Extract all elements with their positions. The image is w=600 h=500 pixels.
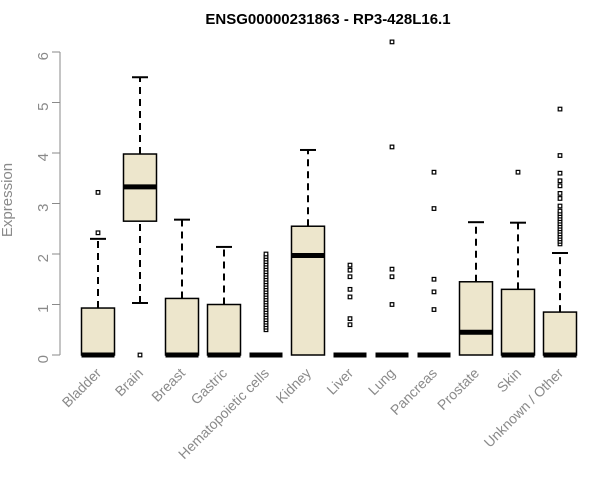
outlier-point — [95, 189, 101, 195]
outlier-point — [557, 153, 563, 158]
outlier-point — [389, 266, 395, 272]
outlier-point — [557, 106, 563, 112]
y-tick-label: 3 — [35, 204, 52, 212]
x-tick-label: Skin — [494, 365, 525, 396]
x-tick-label: Kidney — [273, 365, 315, 407]
box-rect — [80, 307, 116, 356]
outlier-point — [347, 322, 353, 328]
box-rect — [164, 297, 200, 356]
box-rect — [458, 281, 494, 356]
x-tick-label: Lung — [365, 365, 398, 398]
outlier-point — [557, 196, 563, 201]
outlier-point — [557, 170, 563, 176]
box-11 — [542, 106, 578, 358]
x-tick-label: Brain — [112, 365, 146, 399]
x-tick-label: Pancreas — [387, 365, 440, 418]
box-8 — [417, 169, 451, 358]
outlier-point — [389, 144, 395, 150]
outlier-point — [347, 274, 353, 280]
box-rect — [500, 288, 536, 356]
outlier-point — [347, 267, 353, 273]
y-axis: 0 1 2 3 4 5 6 — [35, 51, 61, 363]
box-rect — [290, 225, 326, 356]
outlier-point — [389, 39, 395, 45]
x-tick-label: Prostate — [434, 365, 482, 413]
outlier-point — [515, 169, 521, 175]
outlier-point — [263, 251, 269, 257]
box-6 — [333, 262, 367, 358]
y-tick-label: 4 — [35, 153, 52, 161]
outlier-point — [347, 286, 353, 292]
box-group — [80, 39, 578, 358]
box-3 — [206, 245, 242, 358]
outlier-point — [431, 169, 437, 175]
y-tick-label: 5 — [35, 103, 52, 111]
outlier-point — [557, 178, 563, 184]
outlier-point — [347, 316, 353, 322]
y-tick-label: 6 — [35, 52, 52, 60]
box-rect — [542, 311, 578, 356]
outlier-point — [557, 203, 563, 209]
outlier-point — [557, 183, 563, 189]
box-5 — [290, 148, 326, 356]
y-tick-label: 1 — [35, 305, 52, 313]
outlier-point — [431, 276, 437, 282]
chart-title: ENSG00000231863 - RP3-428L16.1 — [205, 11, 450, 28]
outlier-point — [347, 294, 353, 300]
outlier-point — [431, 307, 437, 312]
outlier-point — [557, 208, 563, 214]
outlier-point — [557, 191, 563, 196]
outlier-point — [137, 352, 143, 358]
box-0 — [80, 189, 116, 358]
x-tick-label: Unknown / Other — [481, 365, 567, 451]
x-tick-label: Liver — [323, 365, 356, 398]
outlier-point — [389, 302, 395, 307]
outlier-point — [431, 206, 437, 211]
x-tick-label: Bladder — [59, 365, 105, 411]
box-1 — [122, 76, 158, 358]
outlier-point — [347, 262, 353, 268]
box-4 — [249, 251, 283, 358]
outlier-point — [95, 230, 101, 236]
box-rect — [206, 303, 242, 356]
box-10 — [500, 169, 536, 358]
box-2 — [164, 218, 200, 358]
outlier-point — [431, 289, 437, 295]
outlier-point — [389, 274, 395, 280]
y-axis-label: Expression — [0, 163, 16, 237]
box-7 — [375, 39, 409, 358]
box-9 — [458, 221, 494, 356]
y-tick-label: 0 — [35, 355, 52, 363]
x-tick-label: Breast — [148, 365, 188, 405]
y-tick-label: 2 — [35, 254, 52, 262]
